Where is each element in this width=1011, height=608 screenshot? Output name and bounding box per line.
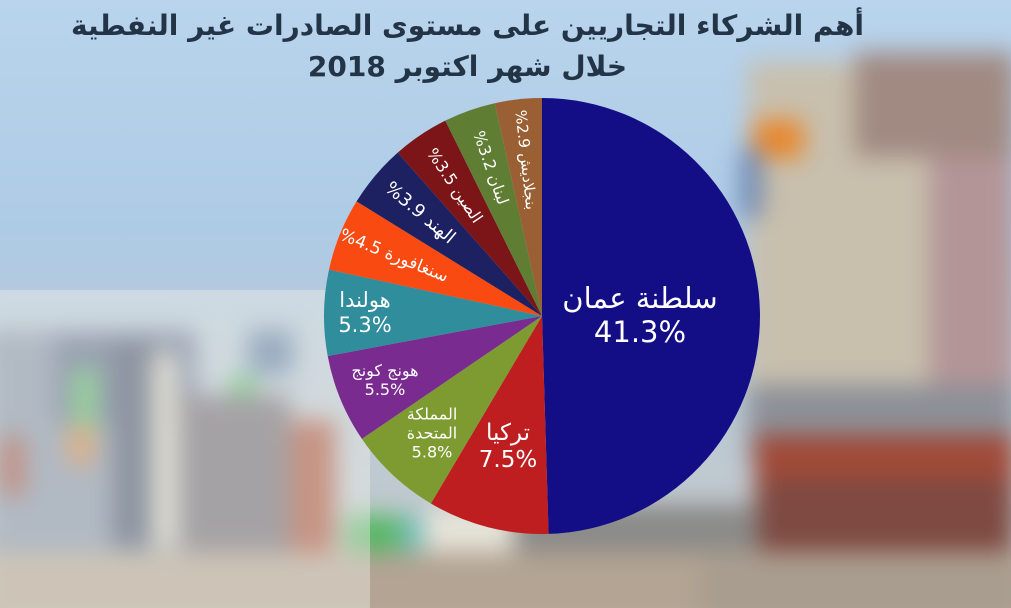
pie-label-0: سلطنة عمان 41.3% [562,280,718,349]
pie-slice-0 [542,98,760,534]
pie-label-4: هولندا 5.3% [338,288,392,337]
container-shape [740,148,762,218]
pie-slice-3 [327,316,542,439]
pie-slice-8 [445,103,542,316]
container-shape [290,420,335,560]
pie-slice-1 [430,316,549,534]
container-shape [72,368,98,436]
background-haze [0,290,370,608]
pie-slice-2 [361,316,542,504]
pie-label-2: المملكة المتحدة 5.8% [406,404,458,462]
pie-label-1: تركيا 7.5% [478,419,538,473]
container-shape [855,52,1011,157]
container-shape [700,560,1011,608]
pie-slice-5 [329,201,542,316]
container-shape [248,330,293,375]
container-shape [180,395,290,560]
chart-title: أهم الشركاء التجاريين على مستوى الصادرات… [0,6,935,87]
container-shape [112,338,154,548]
pie-slice-9 [494,98,542,316]
pie-slice-6 [356,152,542,316]
chart-title-line2: خلال شهر اكتوبر 2018 [307,49,628,83]
chart-title-line1: أهم الشركاء التجاريين على مستوى الصادرات… [71,9,864,42]
pie-slice-7 [397,120,542,316]
pie-slice-4 [324,269,542,356]
container-shape [0,436,25,496]
container-shape [68,425,94,465]
container-shape [152,352,178,547]
container-shape [758,480,1011,565]
pie-label-3: هونج كونج 5.5% [351,361,419,399]
